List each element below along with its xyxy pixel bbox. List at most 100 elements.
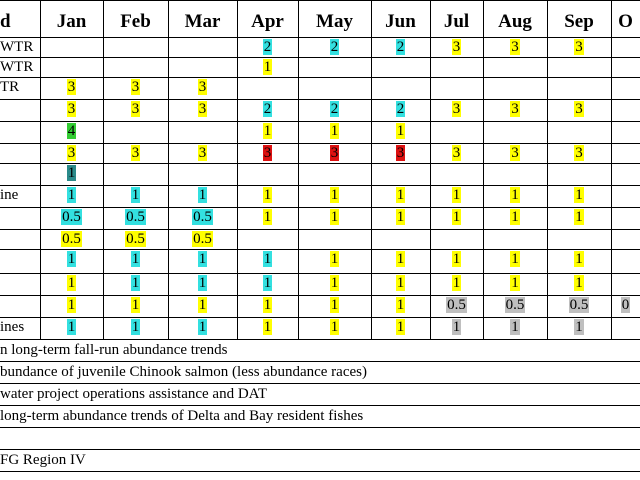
table-cell: 1 [430, 249, 483, 269]
table-cell: 1 [371, 295, 430, 315]
table-cell: 3 [103, 143, 168, 163]
table-cell: 1 [430, 185, 483, 205]
table-cell: 1 [483, 207, 547, 227]
row-divider [0, 229, 640, 230]
column-header-jan: Jan [56, 11, 87, 32]
note-divider [0, 405, 640, 406]
cell-value-cyan: 1 [262, 275, 273, 291]
table-cell: 1 [298, 317, 371, 337]
cell-value-cyan: 2 [329, 39, 340, 55]
row-divider [0, 143, 640, 144]
table-cell: 1 [40, 163, 103, 183]
table-cell: 3 [40, 77, 103, 97]
table-cell: 3 [40, 143, 103, 163]
table-cell: 2 [298, 37, 371, 57]
cell-value-green: 4 [66, 123, 77, 139]
cell-value-yellow: 1 [510, 251, 520, 267]
table-cell: 1 [40, 249, 103, 269]
table-cell: 3 [483, 99, 547, 119]
column-header-sep: Sep [564, 11, 594, 32]
table-cell: 1 [547, 249, 611, 269]
cell-value-cyan: 1 [197, 275, 208, 291]
cell-value-cyan: 1 [130, 275, 141, 291]
cell-value-cyan: 2 [395, 39, 406, 55]
cell-value-yellow: 1 [262, 297, 273, 313]
note-divider [0, 449, 640, 450]
footnote: FG Region IV [0, 452, 86, 468]
table-cell: 3 [103, 77, 168, 97]
cell-value-gray: 0 [620, 297, 631, 313]
cell-value-yellow: 1 [329, 297, 340, 313]
table-cell: 1 [168, 185, 237, 205]
table-cell: 0.5 [168, 207, 237, 227]
cell-value-yellow: 3 [66, 145, 77, 161]
column-header-mar: Mar [184, 11, 221, 32]
cell-value-gray: 0.5 [446, 297, 467, 313]
table-cell: 3 [168, 99, 237, 119]
row-label: WTR [0, 39, 34, 55]
table-cell: 1 [547, 207, 611, 227]
cell-value-yellow: 3 [574, 39, 584, 55]
table-cell: 1 [40, 273, 103, 293]
table-cell: 1 [237, 273, 298, 293]
note-divider [0, 427, 640, 428]
table-cell: 1 [237, 295, 298, 315]
table-cell: 1 [298, 273, 371, 293]
cell-value-yellow: 1 [262, 123, 273, 139]
table-cell: 1 [103, 273, 168, 293]
table-cell: 1 [168, 249, 237, 269]
table-cell: 1 [298, 207, 371, 227]
cell-value-cyan: 0.5 [61, 209, 82, 225]
cell-value-yellow: 1 [262, 187, 273, 203]
row-divider [0, 121, 640, 122]
table-cell: 0.5 [103, 207, 168, 227]
row-label: WTR [0, 59, 34, 75]
table-cell: 0.5 [40, 207, 103, 227]
cell-value-yellow: 1 [197, 297, 208, 313]
note-divider [0, 361, 640, 362]
table-cell: 1 [298, 249, 371, 269]
table-cell: 3 [237, 143, 298, 163]
table-cell: 1 [237, 207, 298, 227]
row-divider [0, 295, 640, 296]
row-divider [0, 207, 640, 208]
table-cell: 1 [237, 185, 298, 205]
row-divider [0, 37, 640, 38]
table-cell: 1 [371, 317, 430, 337]
table-cell: 2 [371, 99, 430, 119]
table-cell: 0.5 [103, 229, 168, 249]
cell-value-yellow: 3 [197, 101, 208, 117]
cell-value-yellow: 3 [574, 145, 584, 161]
table-cell: 2 [298, 99, 371, 119]
cell-value-cyan: 1 [197, 251, 208, 267]
cell-value-yellow: 1 [451, 251, 462, 267]
table-cell: 1 [237, 317, 298, 337]
cell-value-yellow: 3 [130, 101, 141, 117]
table-cell: 1 [237, 249, 298, 269]
cell-value-gray: 1 [451, 319, 462, 335]
table-cell: 2 [371, 37, 430, 57]
note-divider [0, 471, 640, 472]
column-divider [611, 0, 612, 339]
cell-value-yellow: 1 [130, 297, 141, 313]
cell-value-yellow: 1 [451, 209, 462, 225]
column-divider [483, 0, 484, 339]
cell-value-yellow: 1 [329, 275, 340, 291]
table-cell: 2 [237, 99, 298, 119]
table-cell: 3 [483, 37, 547, 57]
cell-value-cyan: 1 [66, 319, 77, 335]
table-cell: 1 [483, 317, 547, 337]
cell-value-yellow: 3 [197, 145, 208, 161]
row-divider [0, 317, 640, 318]
table-cell: 1 [168, 317, 237, 337]
cell-value-yellow: 1 [395, 123, 406, 139]
table-cell: 1 [371, 207, 430, 227]
table-cell: 1 [371, 273, 430, 293]
cell-value-yellow: 1 [395, 319, 406, 335]
table-cell: 3 [547, 37, 611, 57]
cell-value-yellow: 1 [510, 187, 520, 203]
cell-value-yellow: 1 [329, 123, 340, 139]
column-divider [168, 0, 169, 339]
row-divider [0, 185, 640, 186]
cell-value-yellow: 3 [66, 79, 77, 95]
